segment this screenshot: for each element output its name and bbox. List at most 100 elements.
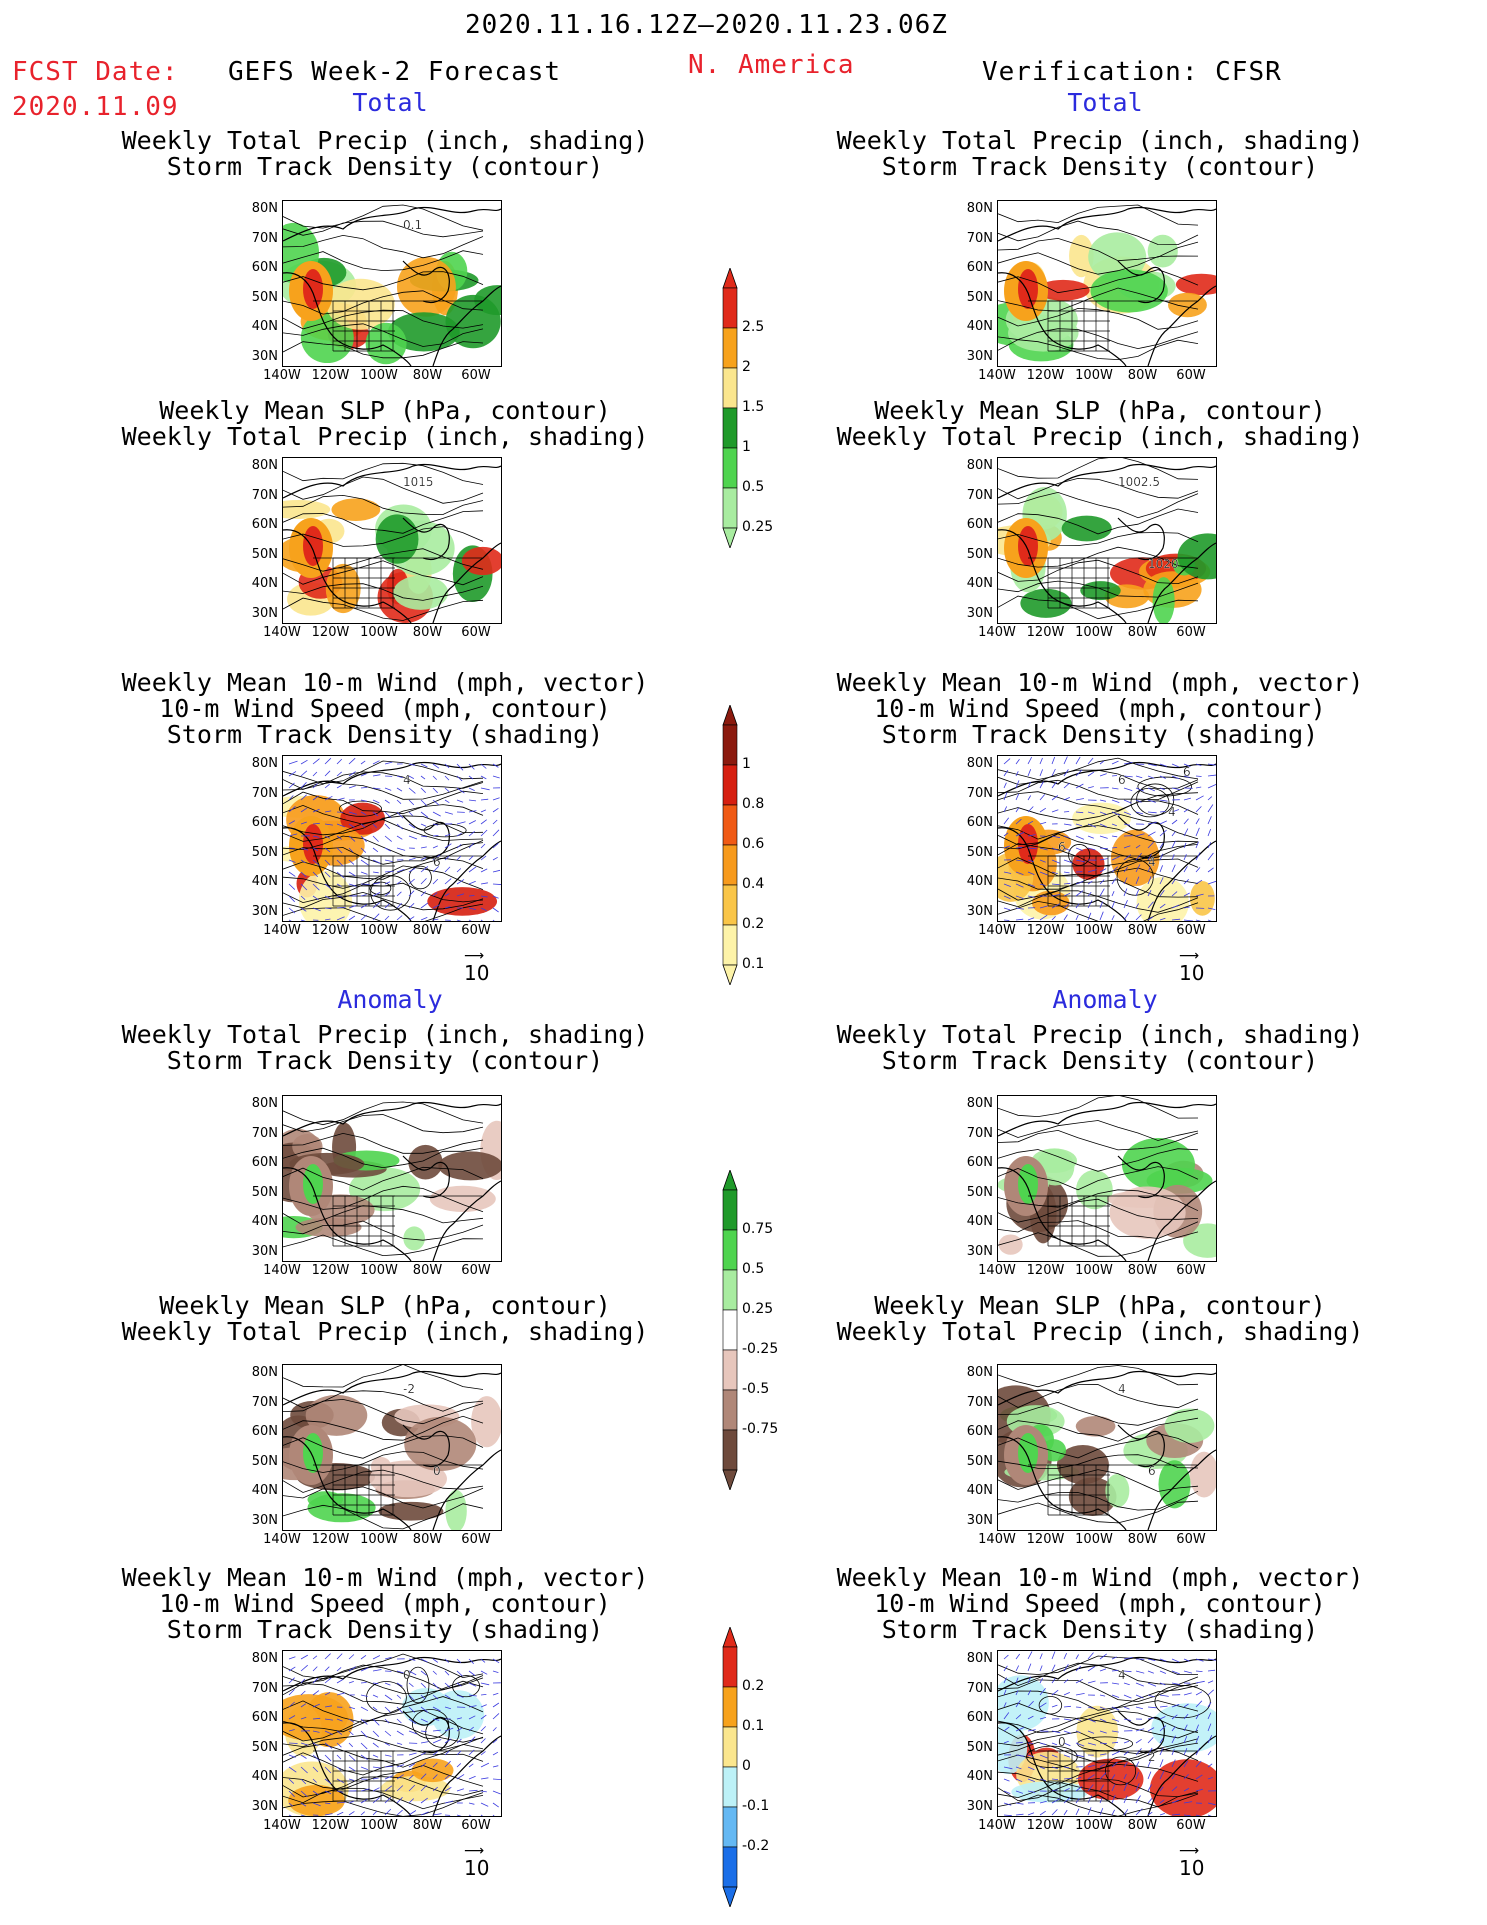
shade-blob bbox=[1020, 588, 1072, 618]
panel-title-line: Weekly Mean 10-m Wind (mph, vector) bbox=[836, 1563, 1364, 1592]
panel-title-line: Weekly Total Precip (inch, shading) bbox=[836, 1317, 1364, 1346]
lon-tick-label: 120W bbox=[1026, 1263, 1065, 1278]
shade-blob bbox=[1075, 1416, 1116, 1437]
lat-tick-label: 30N bbox=[251, 1512, 278, 1528]
lon-tick-label: 60W bbox=[461, 1532, 491, 1547]
lat-tick-label: 30N bbox=[251, 348, 278, 364]
lon-tick-label: 140W bbox=[263, 368, 301, 383]
shade-blob bbox=[445, 1489, 467, 1530]
contours bbox=[283, 1653, 484, 1816]
shade-blob bbox=[1158, 1460, 1191, 1509]
verification-map-ws: 6 4 6 4 6 bbox=[997, 755, 1217, 922]
contour-label: 0 bbox=[1058, 1735, 1066, 1749]
colorbar-label: 0.5 bbox=[742, 479, 765, 495]
contour-label: 4 bbox=[1168, 805, 1176, 819]
lat-tick-label: 80N bbox=[966, 1651, 993, 1666]
panel-title: Weekly Total Precip (inch, shading) Storm… bbox=[35, 128, 735, 180]
lat-tick-label: 50N bbox=[966, 1184, 993, 1200]
lat-tick-label: 60N bbox=[966, 815, 993, 830]
panel-title-line: Weekly Mean SLP (hPa, contour) bbox=[874, 396, 1326, 425]
lon-tick-label: 120W bbox=[311, 923, 350, 938]
lon-tick-label: 120W bbox=[311, 1818, 350, 1833]
shading-layer bbox=[998, 232, 1216, 362]
lon-tick-label: 100W bbox=[1075, 923, 1113, 938]
shading-layer bbox=[283, 795, 498, 921]
fcst-date: 2020.11.09 bbox=[12, 92, 179, 122]
shade-blob bbox=[1110, 829, 1160, 887]
panel-title-line: Weekly Mean SLP (hPa, contour) bbox=[874, 1291, 1326, 1320]
lat-tick-label: 80N bbox=[251, 1651, 278, 1666]
panel-title: Weekly Mean 10-m Wind (mph, vector) 10-m … bbox=[750, 1565, 1450, 1643]
panel-title-line: Storm Track Density (contour) bbox=[881, 152, 1319, 181]
lon-tick-label: 60W bbox=[461, 625, 491, 640]
lon-tick-label: 60W bbox=[461, 923, 491, 938]
shade-blob bbox=[1031, 1148, 1078, 1173]
colorbar-label: -0.75 bbox=[742, 1421, 779, 1437]
lat-tick-label: 30N bbox=[251, 903, 278, 919]
contour-label: 1020 bbox=[1148, 557, 1179, 571]
colorbar-swatch bbox=[722, 884, 738, 926]
lat-tick-label: 50N bbox=[966, 1739, 993, 1755]
lon-tick-label: 80W bbox=[1127, 368, 1158, 383]
colorbar-swatch bbox=[722, 764, 738, 806]
contour-label: 0 bbox=[403, 1668, 411, 1682]
colorbar-swatch bbox=[722, 1309, 738, 1351]
colorbar-cap bbox=[722, 1469, 738, 1490]
lon-tick-label: 80W bbox=[412, 625, 443, 640]
lat-tick-label: 30N bbox=[251, 1243, 278, 1259]
lon-tick-label: 60W bbox=[461, 1263, 491, 1278]
lon-tick-label: 140W bbox=[978, 368, 1016, 383]
vector-ref-value: 10 bbox=[464, 1856, 490, 1880]
contour-label: 6 bbox=[1183, 765, 1191, 779]
shade-blob bbox=[1018, 1164, 1038, 1204]
map-svg: 0 bbox=[283, 1653, 501, 1816]
colorbar-label: 0.2 bbox=[742, 1678, 765, 1694]
shade-blob bbox=[404, 1416, 477, 1472]
lat-tick-label: 80N bbox=[966, 1365, 993, 1380]
panel-title-line: Storm Track Density (contour) bbox=[166, 1046, 604, 1075]
section-anomaly-left: Anomaly bbox=[337, 985, 443, 1014]
shade-blob bbox=[408, 1144, 443, 1180]
panel-title-line: 10-m Wind Speed (mph, contour) bbox=[874, 694, 1326, 723]
colorbar-label: 0.25 bbox=[742, 1301, 774, 1317]
panel-title: Weekly Mean 10-m Wind (mph, vector) 10-m … bbox=[35, 670, 735, 748]
contour-label: 0.1 bbox=[403, 218, 422, 232]
map-svg: 0.1 bbox=[283, 204, 501, 366]
contours bbox=[283, 1365, 484, 1530]
lat-tick-label: 70N bbox=[966, 487, 993, 503]
contours bbox=[998, 757, 1199, 921]
panel-title-line: Storm Track Density (shading) bbox=[881, 1615, 1319, 1644]
lat-tick-label: 70N bbox=[966, 1680, 993, 1696]
lon-tick-label: 100W bbox=[1075, 1532, 1113, 1547]
lon-tick-label: 140W bbox=[263, 1532, 301, 1547]
vector-reference: ⟶ 10 bbox=[464, 949, 489, 985]
lat-tick-label: 80N bbox=[966, 458, 993, 473]
lat-tick-label: 40N bbox=[966, 1483, 993, 1498]
state-borders bbox=[1028, 557, 1198, 609]
lon-tick-label: 80W bbox=[412, 1532, 443, 1547]
fcst-label: FCST Date: bbox=[12, 57, 179, 87]
contour-label: 2 bbox=[1148, 1750, 1156, 1764]
lon-tick-label: 120W bbox=[1026, 1532, 1065, 1547]
panel-title: Weekly Total Precip (inch, shading) Storm… bbox=[750, 1022, 1450, 1074]
lat-tick-label: 30N bbox=[251, 1798, 278, 1814]
model-label: GEFS Week-2 Forecast bbox=[228, 57, 562, 87]
lat-tick-label: 80N bbox=[966, 201, 993, 216]
lat-tick-label: 30N bbox=[966, 1798, 993, 1814]
colorbar-swatch bbox=[722, 804, 738, 846]
lat-tick-label: 60N bbox=[251, 815, 278, 830]
panel-title-line: Storm Track Density (contour) bbox=[166, 152, 604, 181]
colorbar-swatch bbox=[722, 924, 738, 966]
vector-ref-value: 10 bbox=[1179, 961, 1205, 985]
shade-blob bbox=[445, 294, 501, 349]
colorbar-label: 0.5 bbox=[742, 1261, 765, 1277]
shade-blob bbox=[1109, 1186, 1186, 1239]
lat-tick-label: 30N bbox=[966, 348, 993, 364]
lon-tick-label: 80W bbox=[1127, 625, 1158, 640]
verification-map-ps bbox=[997, 1095, 1217, 1262]
panel-title-line: Weekly Mean 10-m Wind (mph, vector) bbox=[121, 1563, 649, 1592]
lat-tick-label: 60N bbox=[251, 1424, 278, 1439]
lat-tick-label: 50N bbox=[966, 844, 993, 860]
lat-tick-label: 60N bbox=[966, 1424, 993, 1439]
panel-title-line: 10-m Wind Speed (mph, contour) bbox=[159, 694, 611, 723]
